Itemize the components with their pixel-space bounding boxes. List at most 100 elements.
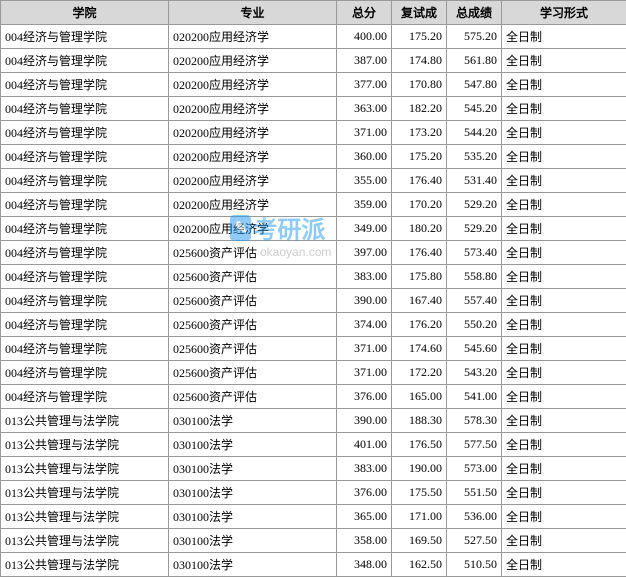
table-cell: 171.00 [392,505,447,529]
table-cell: 358.00 [337,529,392,553]
table-row: 004经济与管理学院020200应用经济学377.00170.80547.80全… [1,73,626,97]
table-cell: 004经济与管理学院 [1,217,169,241]
col-header-mode: 学习形式 [502,1,626,25]
table-cell: 527.50 [447,529,502,553]
table-cell: 170.20 [392,193,447,217]
table-cell: 全日制 [502,145,626,169]
table-cell: 013公共管理与法学院 [1,529,169,553]
table-cell: 529.20 [447,217,502,241]
table-cell: 400.00 [337,25,392,49]
table-cell: 004经济与管理学院 [1,49,169,73]
table-cell: 020200应用经济学 [169,193,337,217]
table-cell: 363.00 [337,97,392,121]
table-cell: 025600资产评估 [169,337,337,361]
table-cell: 020200应用经济学 [169,25,337,49]
table-cell: 176.50 [392,433,447,457]
table-cell: 全日制 [502,289,626,313]
table-row: 004经济与管理学院025600资产评估374.00176.20550.20全日… [1,313,626,337]
table-cell: 全日制 [502,97,626,121]
table-cell: 030100法学 [169,433,337,457]
table-cell: 013公共管理与法学院 [1,505,169,529]
table-cell: 167.40 [392,289,447,313]
table-cell: 030100法学 [169,553,337,577]
table-cell: 550.20 [447,313,502,337]
table-row: 013公共管理与法学院030100法学348.00162.50510.50全日制 [1,553,626,577]
table-cell: 全日制 [502,433,626,457]
table-cell: 173.20 [392,121,447,145]
table-cell: 545.20 [447,97,502,121]
table-cell: 030100法学 [169,409,337,433]
table-cell: 176.40 [392,169,447,193]
table-cell: 全日制 [502,265,626,289]
table-cell: 全日制 [502,193,626,217]
table-cell: 004经济与管理学院 [1,169,169,193]
col-header-retest: 复试成 [392,1,447,25]
table-cell: 360.00 [337,145,392,169]
table-row: 004经济与管理学院020200应用经济学371.00173.20544.20全… [1,121,626,145]
table-cell: 172.20 [392,361,447,385]
table-cell: 013公共管理与法学院 [1,553,169,577]
table-row: 004经济与管理学院025600资产评估383.00175.80558.80全日… [1,265,626,289]
table-cell: 020200应用经济学 [169,73,337,97]
table-cell: 575.20 [447,25,502,49]
table-cell: 175.20 [392,145,447,169]
table-cell: 535.20 [447,145,502,169]
table-cell: 545.60 [447,337,502,361]
table-cell: 020200应用经济学 [169,169,337,193]
table-cell: 376.00 [337,481,392,505]
table-cell: 025600资产评估 [169,241,337,265]
table-cell: 374.00 [337,313,392,337]
table-cell: 020200应用经济学 [169,49,337,73]
table-header-row: 学院 专业 总分 复试成 总成绩 学习形式 [1,1,626,25]
table-cell: 030100法学 [169,529,337,553]
table-cell: 551.50 [447,481,502,505]
table-cell: 全日制 [502,25,626,49]
table-cell: 387.00 [337,49,392,73]
table-cell: 371.00 [337,121,392,145]
table-cell: 390.00 [337,289,392,313]
table-cell: 190.00 [392,457,447,481]
table-cell: 030100法学 [169,457,337,481]
table-cell: 全日制 [502,217,626,241]
table-cell: 全日制 [502,481,626,505]
table-cell: 573.40 [447,241,502,265]
col-header-college: 学院 [1,1,169,25]
table-cell: 025600资产评估 [169,289,337,313]
table-cell: 013公共管理与法学院 [1,457,169,481]
table-cell: 371.00 [337,337,392,361]
table-cell: 169.50 [392,529,447,553]
table-row: 013公共管理与法学院030100法学376.00175.50551.50全日制 [1,481,626,505]
table-cell: 175.50 [392,481,447,505]
table-cell: 全日制 [502,241,626,265]
table-cell: 全日制 [502,505,626,529]
table-cell: 全日制 [502,409,626,433]
table-cell: 013公共管理与法学院 [1,481,169,505]
table-cell: 004经济与管理学院 [1,241,169,265]
table-cell: 348.00 [337,553,392,577]
table-cell: 004经济与管理学院 [1,289,169,313]
table-cell: 174.60 [392,337,447,361]
col-header-final: 总成绩 [447,1,502,25]
table-cell: 025600资产评估 [169,385,337,409]
table-cell: 004经济与管理学院 [1,265,169,289]
table-cell: 025600资产评估 [169,313,337,337]
table-row: 004经济与管理学院020200应用经济学363.00182.20545.20全… [1,97,626,121]
table-cell: 365.00 [337,505,392,529]
table-cell: 全日制 [502,337,626,361]
table-row: 004经济与管理学院020200应用经济学387.00174.80561.80全… [1,49,626,73]
table-cell: 547.80 [447,73,502,97]
table-cell: 578.30 [447,409,502,433]
table-cell: 013公共管理与法学院 [1,433,169,457]
table-row: 004经济与管理学院020200应用经济学400.00175.20575.20全… [1,25,626,49]
table-cell: 全日制 [502,553,626,577]
table-cell: 174.80 [392,49,447,73]
table-cell: 全日制 [502,457,626,481]
table-cell: 355.00 [337,169,392,193]
table-cell: 401.00 [337,433,392,457]
table-cell: 004经济与管理学院 [1,313,169,337]
table-cell: 004经济与管理学院 [1,145,169,169]
table-cell: 170.80 [392,73,447,97]
table-cell: 全日制 [502,313,626,337]
table-cell: 536.00 [447,505,502,529]
table-cell: 390.00 [337,409,392,433]
